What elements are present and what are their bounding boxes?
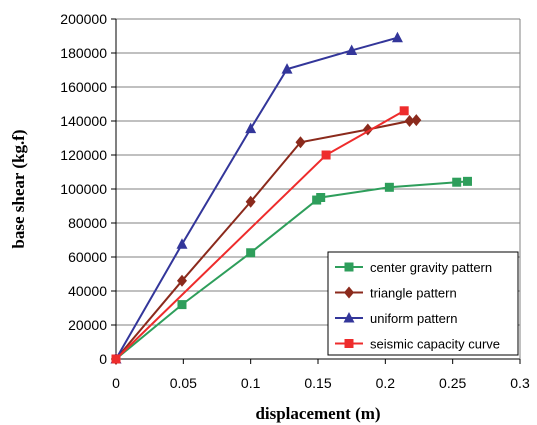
data-point-triangle-pattern bbox=[176, 274, 187, 287]
x-tick-label: 0.1 bbox=[241, 375, 261, 391]
legend-label-uniform-pattern: uniform pattern bbox=[370, 311, 457, 326]
data-point-center-gravity-pattern bbox=[246, 248, 256, 258]
y-axis-title: base shear (kg.f) bbox=[9, 129, 28, 248]
data-point-uniform-pattern bbox=[281, 63, 293, 74]
y-tick-label: 160000 bbox=[60, 79, 107, 95]
legend-label-center-gravity-pattern: center gravity pattern bbox=[370, 260, 492, 275]
data-point-triangle-pattern bbox=[404, 115, 415, 127]
data-point-uniform-pattern bbox=[346, 44, 358, 55]
y-tick-label: 80000 bbox=[68, 215, 107, 231]
legend-swatch-marker-triangle-pattern bbox=[344, 286, 354, 299]
y-tick-label: 200000 bbox=[60, 11, 107, 27]
x-axis-title: displacement (m) bbox=[255, 404, 380, 423]
axes bbox=[111, 18, 521, 364]
data-point-center-gravity-pattern bbox=[384, 182, 394, 192]
x-tick-label: 0.05 bbox=[170, 375, 197, 391]
data-point-center-gravity-pattern bbox=[462, 176, 472, 186]
y-tick-label: 60000 bbox=[68, 249, 107, 265]
data-point-center-gravity-pattern bbox=[316, 193, 326, 202]
legend-swatch-marker-seismic-capacity-curve bbox=[344, 339, 354, 348]
y-tick-label: 20000 bbox=[68, 317, 107, 333]
data-point-triangle-pattern bbox=[295, 136, 306, 149]
data-point-center-gravity-pattern bbox=[177, 300, 187, 310]
y-tick-label: 40000 bbox=[68, 283, 107, 299]
y-tick-label: 100000 bbox=[60, 181, 107, 197]
x-tick-label: 0.3 bbox=[510, 375, 530, 391]
data-point-seismic-capacity-curve bbox=[111, 354, 121, 364]
x-tick-label: 0 bbox=[112, 375, 120, 391]
legend-swatch-marker-center-gravity-pattern bbox=[344, 262, 354, 272]
y-tick-label: 180000 bbox=[60, 45, 107, 61]
data-point-seismic-capacity-curve bbox=[321, 150, 331, 160]
legend: center gravity pattern triangle pattern un… bbox=[327, 251, 519, 356]
data-point-uniform-pattern bbox=[391, 31, 403, 43]
data-point-triangle-pattern bbox=[245, 195, 256, 208]
data-point-center-gravity-pattern bbox=[452, 177, 462, 187]
series-seismic-capacity-curve bbox=[111, 106, 409, 364]
x-tick-label: 0.15 bbox=[304, 375, 331, 391]
legend-label-triangle-pattern: triangle pattern bbox=[370, 286, 457, 301]
data-point-triangle-pattern bbox=[411, 114, 422, 127]
y-tick-label: 120000 bbox=[60, 147, 107, 163]
data-point-seismic-capacity-curve bbox=[399, 106, 409, 116]
data-point-uniform-pattern bbox=[245, 122, 257, 134]
grid bbox=[116, 18, 520, 326]
data-point-uniform-pattern bbox=[176, 238, 188, 249]
series-group bbox=[110, 31, 472, 365]
legend-box bbox=[327, 251, 519, 356]
x-tick-label: 0.2 bbox=[376, 375, 396, 391]
series-line-uniform-pattern bbox=[115, 36, 398, 360]
legend-swatch-marker-uniform-pattern bbox=[343, 312, 355, 323]
y-tick-labels: 0 20000 40000 60000 80000 100000 120000 140000 1… bbox=[60, 11, 107, 367]
y-tick-label: 0 bbox=[99, 351, 107, 367]
x-tick-labels: 0 0.05 0.1 0.15 0.2 0.25 0.3 bbox=[112, 375, 530, 391]
y-tick-label: 140000 bbox=[60, 113, 107, 129]
x-tick-label: 0.25 bbox=[439, 375, 466, 391]
legend-label-seismic-capacity-curve: seismic capacity curve bbox=[370, 337, 500, 352]
series-triangle-pattern bbox=[111, 114, 422, 365]
